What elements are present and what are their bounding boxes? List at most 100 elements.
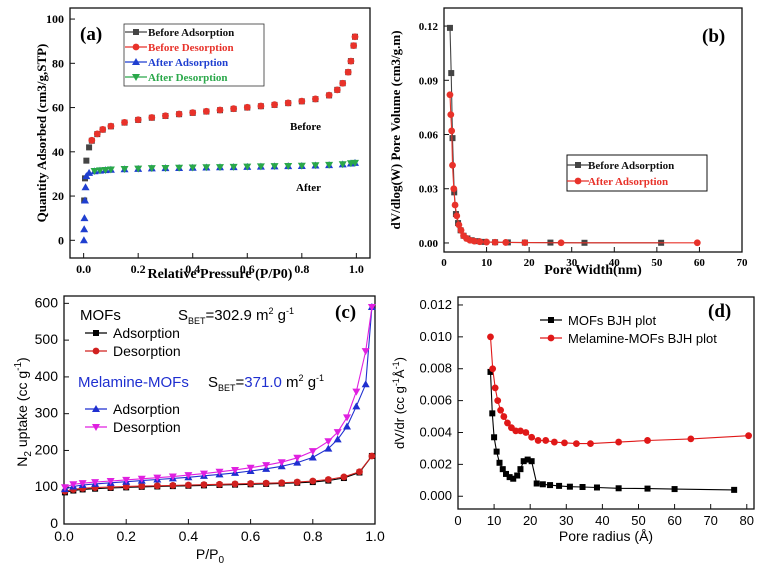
panel-a-point-after-adsorption — [81, 183, 90, 191]
legend-key-c-mofs-desorption — [92, 347, 100, 355]
panel-a-point-before-desorption — [107, 122, 115, 130]
panel-d-point-mofs-bjh-plot — [644, 485, 651, 492]
panel-a-point-after-adsorption — [80, 225, 89, 233]
panel-b-point-before-adsorption — [448, 70, 455, 77]
panel-d-point-mofs-bjh-plot — [528, 458, 535, 465]
panel-c-series-line-adsorption — [64, 306, 373, 490]
panel-c-y-ticks: 0 100 200 300 400 500 600 — [35, 294, 69, 531]
panel-c-point-desorption — [60, 484, 69, 492]
panel-b-point-after-adsorption — [470, 237, 478, 245]
legend-key-c-melamine-desorption — [92, 424, 100, 431]
panel-c-point-desorption — [231, 480, 239, 488]
panel-b-point-before-adsorption — [446, 24, 453, 31]
panel-c-point-desorption — [106, 477, 115, 485]
panel-c-point-desorption — [361, 348, 370, 356]
panel-b-y-tick-label: 0.00 — [419, 238, 439, 250]
panel-a-legend-after-desorption: After Desorption — [148, 72, 228, 84]
panel-a-point-before-desorption — [344, 68, 352, 76]
panel-a-point-after-adsorption — [79, 236, 88, 244]
panel-c-x-tick-label: 0.2 — [116, 528, 136, 544]
panel-d-x-tick-label: 40 — [595, 513, 609, 528]
panel-d-point-melamine-mofs-bjh-plot — [489, 365, 497, 373]
panel-a-point-after-desorption — [161, 164, 170, 172]
panel-a-y-tick-label: 40 — [52, 145, 64, 159]
panel-d-point-melamine-mofs-bjh-plot — [745, 432, 752, 440]
panel-b-point-after-adsorption — [476, 238, 484, 246]
panel-d-point-mofs-bjh-plot — [496, 459, 503, 466]
panel-d-label: (d) — [708, 301, 731, 322]
panel-a-x-tick-label: 0.2 — [131, 262, 146, 276]
panel-a-series — [79, 33, 359, 244]
panel-c-x-tick-label: 0.0 — [54, 528, 74, 544]
panel-d-y-tick-label: 0.008 — [419, 361, 452, 376]
panel-d-y-tick-label: 0.006 — [419, 393, 452, 408]
panel-c-mofs-heading: MOFs — [80, 307, 121, 324]
panel-a-point-before-desorption — [257, 102, 265, 110]
panel-b-legend: Before Adsorption After Adsorption — [566, 154, 708, 192]
panel-a-point-after-adsorption — [80, 214, 89, 222]
panel-c-y-tick-label: 200 — [35, 441, 59, 457]
panel-a-point-before-desorption — [347, 57, 355, 65]
panel-d-point-mofs-bjh-plot — [514, 472, 521, 479]
panel-c-point-desorption — [262, 462, 271, 470]
panel-c-y-tick-label: 0 — [50, 515, 58, 531]
panel-c-y-tick-label: 600 — [35, 294, 59, 310]
panel-d-point-melamine-mofs-bjh-plot — [512, 427, 520, 435]
panel-c-point-desorption — [185, 481, 192, 489]
panel-a-point-before-desorption — [350, 42, 358, 50]
panel-d-y-tick-label: 0.012 — [419, 297, 452, 312]
panel-a-point-after-desorption — [96, 167, 104, 175]
panel-b-point-before-adsorption — [449, 135, 456, 142]
panel-a-legend-before-desorption: Before Desorption — [148, 42, 234, 54]
panel-c-x-tick-label: 0.4 — [179, 528, 199, 544]
panel-c-x-tick-label: 0.6 — [241, 528, 261, 544]
panel-b-frame — [443, 7, 743, 253]
panel-b-legend-after-adsorption: After Adsorption — [588, 176, 668, 188]
panel-c-y-tick-label: 400 — [35, 368, 59, 384]
panel-a-y-tick-label: 80 — [52, 56, 64, 70]
panel-c-point-desorption — [78, 480, 87, 488]
panel-c-point-desorption — [216, 480, 223, 488]
panel-d-point-mofs-bjh-plot — [510, 475, 517, 482]
panel-a-point-before-adsorption — [83, 157, 90, 164]
panel-d-y-axis-label: dV/dr (cc g-1Å-1) — [391, 357, 407, 449]
panel-a-point-before-desorption — [312, 95, 319, 103]
legend-key-before-adsorption — [133, 29, 139, 35]
panel-a-point-after-desorption — [134, 165, 143, 173]
panel-a-point-before-desorption — [243, 103, 251, 111]
panel-d-legend-melamine: Melamine-MOFs BJH plot — [568, 331, 717, 346]
panel-d-point-melamine-mofs-bjh-plot — [573, 440, 580, 448]
panel-a-point-before-desorption — [121, 118, 128, 126]
panel-c-y-axis-label: N2 uptake (cc g-1) — [13, 357, 34, 466]
panel-a-point-after-desorption — [90, 168, 99, 176]
panel-b-point-after-adsorption — [453, 212, 461, 220]
panel-a-point-before-desorption — [298, 97, 306, 105]
panel-d-x-axis-label: Pore radius (Å) — [559, 528, 653, 544]
panel-b-point-after-adsorption — [502, 239, 510, 246]
panel-d-x-tick-label: 30 — [559, 513, 573, 528]
panel-c-point-desorption — [246, 464, 255, 472]
panel-d-point-mofs-bjh-plot — [517, 466, 524, 473]
panel-d-frame — [457, 296, 755, 510]
panel-c-x-ticks: 0.0 0.2 0.4 0.6 0.8 1.0 — [54, 519, 385, 544]
panel-a-point-before-desorption — [189, 109, 197, 117]
legend-key-b-before-adsorption — [575, 162, 581, 168]
panel-b-series — [446, 24, 701, 247]
panel-d-point-melamine-mofs-bjh-plot — [687, 435, 695, 443]
panel-d-y-tick-label: 0.000 — [419, 488, 452, 503]
panel-a-point-before-desorption — [175, 110, 183, 118]
panel-d-point-mofs-bjh-plot — [556, 482, 563, 489]
panel-d-point-melamine-mofs-bjh-plot — [500, 413, 508, 420]
panel-c-point-desorption — [184, 472, 193, 480]
panel-a-legend: Before Adsorption Before Desorption Afte… — [123, 23, 265, 87]
panel-a-legend-after-adsorption: After Adsorption — [148, 57, 228, 69]
panel-b-x-tick-label: 60 — [694, 257, 706, 269]
panel-c-legend-keys — [85, 330, 107, 431]
panel-c-point-adsorption — [293, 458, 302, 466]
panel-a-x-tick-label: 0.6 — [240, 262, 255, 276]
panel-a-y-tick-label: 0 — [58, 233, 64, 247]
panel-c-point-desorption — [91, 479, 100, 487]
panel-d-point-melamine-mofs-bjh-plot — [504, 419, 511, 427]
panel-c-point-desorption — [199, 470, 208, 478]
panel-c-y-tick-label: 100 — [35, 478, 59, 494]
